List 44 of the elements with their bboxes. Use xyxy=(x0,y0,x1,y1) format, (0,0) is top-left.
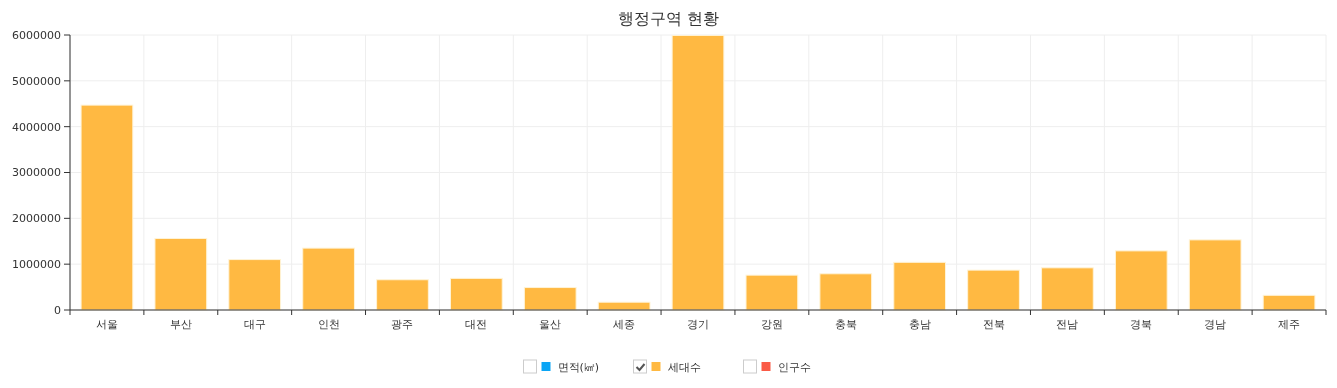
x-tick-label: 부산 xyxy=(169,318,192,331)
bar xyxy=(80,104,134,311)
x-tick-label: 전남 xyxy=(1056,318,1079,331)
y-tick-label: 6000000 xyxy=(12,28,61,42)
y-tick-label: 4000000 xyxy=(12,120,61,134)
bar xyxy=(1262,294,1316,311)
bar xyxy=(893,261,947,311)
x-tick-label: 제주 xyxy=(1278,318,1301,331)
legend-label: 세대수 xyxy=(667,360,701,374)
bar xyxy=(1188,239,1242,311)
x-tick-label: 대구 xyxy=(243,318,266,331)
legend-label: 면적(㎢) xyxy=(557,360,600,374)
x-tick-label: 충북 xyxy=(834,318,857,331)
chart-title: 행정구역 현황 xyxy=(617,9,720,28)
x-tick-label: 대전 xyxy=(465,318,488,331)
y-tick-label: 5000000 xyxy=(12,74,61,88)
bar xyxy=(154,238,208,311)
y-tick-label: 2000000 xyxy=(12,212,61,226)
x-tick-label: 경북 xyxy=(1130,318,1153,331)
y-tick-label: 3000000 xyxy=(12,166,61,180)
x-tick-label: 광주 xyxy=(391,318,414,331)
bar xyxy=(449,277,503,311)
bar xyxy=(228,259,282,311)
bar xyxy=(819,273,873,311)
bar xyxy=(523,287,577,311)
bar xyxy=(745,274,799,311)
bar xyxy=(1114,250,1168,311)
x-tick-label: 서울 xyxy=(95,318,118,331)
x-tick-label: 세종 xyxy=(613,318,636,331)
x-tick-label: 전북 xyxy=(982,318,1005,331)
y-tick-label: 0 xyxy=(54,303,61,317)
x-tick-label: 강원 xyxy=(760,318,783,331)
x-tick-label: 인천 xyxy=(317,318,340,331)
y-tick-label: 1000000 xyxy=(12,258,61,272)
x-tick-label: 경남 xyxy=(1204,318,1227,331)
x-tick-label: 충남 xyxy=(908,318,931,331)
legend-label: 인구수 xyxy=(777,360,811,374)
x-tick-label: 경기 xyxy=(687,318,709,331)
bar xyxy=(671,34,725,311)
bar xyxy=(376,279,429,311)
bar xyxy=(302,247,355,311)
bar xyxy=(1041,267,1094,311)
bar xyxy=(967,269,1020,311)
x-tick-label: 울산 xyxy=(539,318,562,331)
